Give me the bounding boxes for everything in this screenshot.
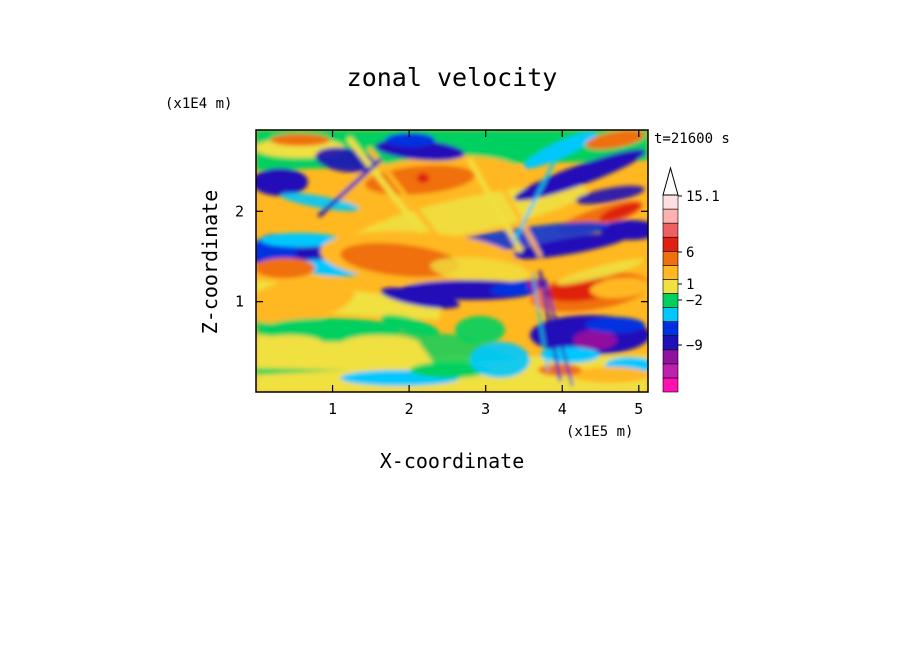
colorbar-swatch [662, 307, 679, 322]
x-tick-label: 5 [634, 400, 643, 418]
heatmap-cell [417, 173, 429, 183]
colorbar-swatch [662, 236, 679, 252]
heatmap-cell [570, 367, 648, 383]
heatmap-cell [340, 335, 420, 355]
chart-title: zonal velocity [347, 63, 558, 92]
heatmap-cell [380, 314, 440, 336]
colorbar-label: 1 [686, 277, 694, 293]
colorbar-swatch [662, 265, 679, 280]
heatmap-cell [556, 258, 644, 286]
colorbar-label: −9 [686, 338, 703, 354]
colorbar-swatch [662, 279, 679, 294]
heatmap-cell [590, 277, 648, 299]
y-axis: 12 [235, 202, 648, 311]
heatmap-field [256, 130, 648, 392]
colorbar-label: −2 [686, 293, 703, 309]
heatmap-cell [340, 242, 460, 278]
colorbar-swatch [662, 293, 679, 308]
heatmap-streak [532, 274, 549, 371]
heatmap-streak [367, 147, 443, 243]
colorbar-swatch [662, 321, 679, 337]
heatmap-streak [488, 163, 542, 257]
x-unit-label: (x1E5 m) [566, 424, 633, 440]
heatmap-cell [410, 362, 490, 378]
heatmap-cell [575, 185, 645, 205]
heatmap-cell [256, 276, 355, 324]
heatmap-streak [467, 157, 523, 253]
heatmap-cell [514, 149, 646, 201]
heatmap-streak [513, 148, 562, 242]
colorbar-swatch [662, 222, 679, 238]
heatmap-cell [385, 133, 435, 147]
heatmap-cell [380, 287, 460, 309]
y-tick-label: 1 [235, 293, 244, 311]
x-axis-label: X-coordinate [380, 449, 525, 473]
heatmap-streak [347, 137, 423, 233]
time-label: t=21600 s [654, 131, 730, 147]
heatmap-cell [260, 233, 340, 247]
colorbar-swatch [662, 349, 679, 365]
x-tick-label: 4 [558, 400, 567, 418]
x-tick-label: 1 [328, 400, 337, 418]
colorbar-swatch [662, 194, 679, 210]
colorbar-swatch [662, 363, 679, 379]
x-tick-label: 2 [405, 400, 414, 418]
colorbar-swatch [662, 208, 679, 224]
x-axis: 1 2 3 4 5 [328, 130, 643, 418]
colorbar-swatch [662, 377, 679, 393]
colorbar-arrow [662, 166, 679, 196]
heatmap-streak [543, 278, 574, 387]
plot-frame [255, 129, 649, 393]
heatmap-cell [256, 335, 325, 355]
heatmap-cell [585, 130, 645, 150]
heatmap-cell [256, 258, 315, 278]
heatmap-streak [538, 270, 562, 382]
colorbar-swatch [662, 335, 679, 351]
colorbar-label: 15.1 [686, 189, 720, 205]
colorbar: −9 −21 6 15.1 [662, 166, 720, 393]
heatmap-cell [540, 347, 600, 363]
y-axis-label: Z-coordinate [198, 190, 222, 335]
x-tick-label: 3 [481, 400, 490, 418]
heatmap-cell [270, 134, 330, 146]
heatmap-streak [318, 158, 382, 217]
heatmap-cell [280, 192, 360, 212]
y-tick-label: 2 [235, 202, 244, 220]
heatmap-cell [599, 202, 641, 222]
y-unit-label: (x1E4 m) [165, 96, 232, 112]
heatmap-cell [470, 342, 530, 378]
heatmap-cell [256, 168, 308, 196]
colorbar-label: 6 [686, 245, 694, 261]
heatmap-cell [430, 257, 530, 283]
heatmap-cell [585, 317, 645, 333]
colorbar-swatch [662, 250, 679, 266]
heatmap-cell [538, 364, 582, 376]
heatmap-cell [573, 330, 617, 350]
heatmap-cell [455, 316, 505, 344]
